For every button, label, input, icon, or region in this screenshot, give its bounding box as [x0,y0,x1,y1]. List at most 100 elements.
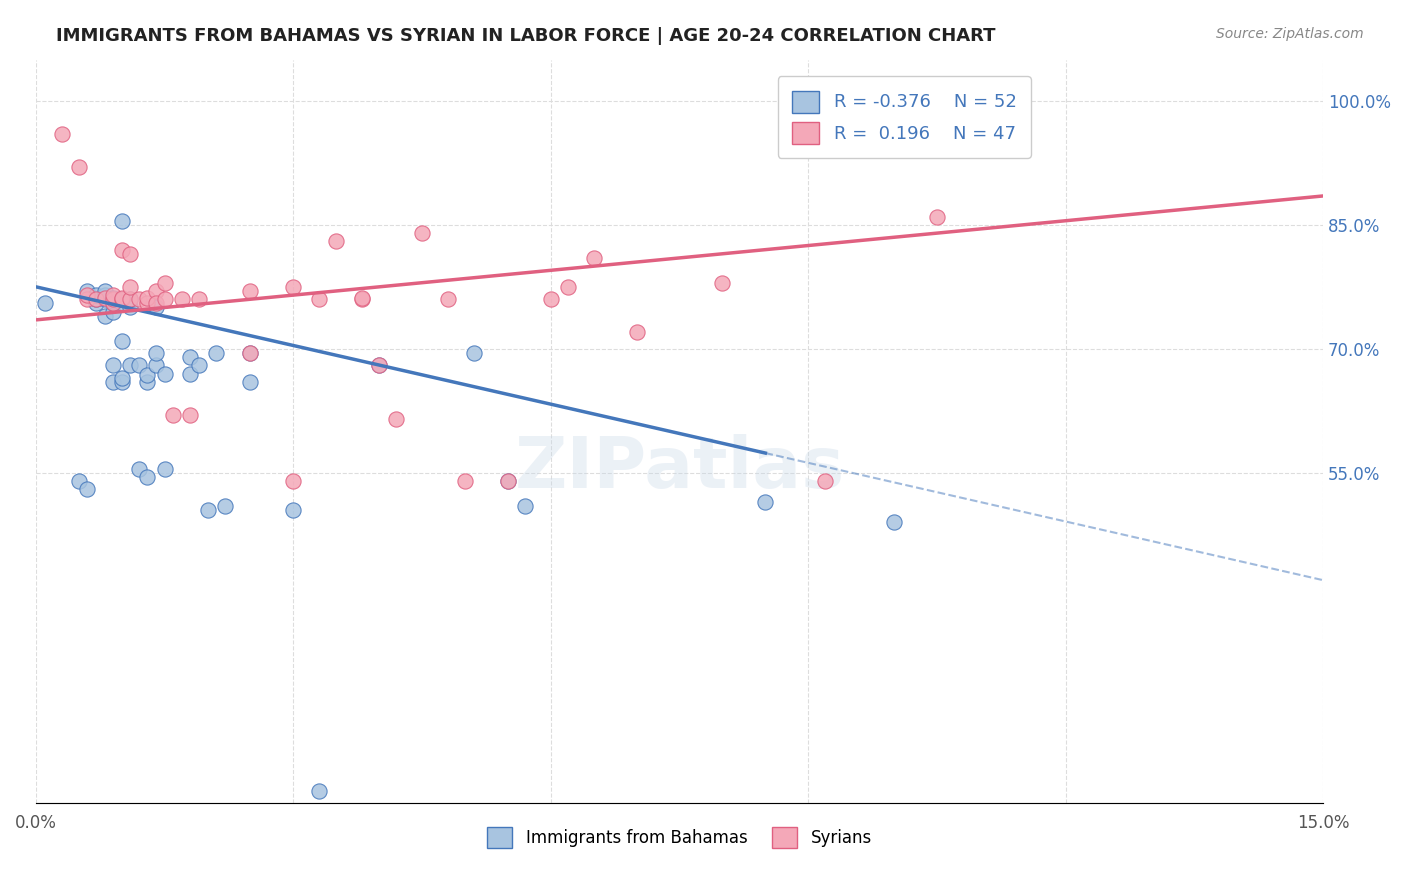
Point [463,346,485,360]
Point [711,276,734,290]
Point [179,350,201,364]
Point [153,276,176,290]
Point [128,359,150,373]
Point [34,296,56,310]
Point [239,346,262,360]
Point [557,280,579,294]
Point [145,346,167,360]
Point [101,288,124,302]
Point [239,346,262,360]
Point [101,296,124,310]
Point [76,483,98,497]
Point [205,346,228,360]
Point [437,292,460,306]
Point [325,235,347,249]
Point [111,213,134,227]
Point [136,296,159,310]
Point [111,296,134,310]
Point [496,474,519,488]
Point [111,292,134,306]
Text: Source: ZipAtlas.com: Source: ZipAtlas.com [1216,27,1364,41]
Point [84,296,107,310]
Point [67,474,90,488]
Point [84,292,107,306]
Point [76,292,98,306]
Point [814,474,837,488]
Point [76,288,98,302]
Point [93,284,115,298]
Point [111,292,134,306]
Point [120,292,142,306]
Point [582,251,605,265]
Point [626,326,648,340]
Text: IMMIGRANTS FROM BAHAMAS VS SYRIAN IN LABOR FORCE | AGE 20-24 CORRELATION CHART: IMMIGRANTS FROM BAHAMAS VS SYRIAN IN LAB… [56,27,995,45]
Point [93,288,115,302]
Point [120,301,142,315]
Point [170,292,193,306]
Point [101,375,124,389]
Point [368,359,391,373]
Point [540,292,562,306]
Point [101,296,124,310]
Point [496,474,519,488]
Point [120,280,142,294]
Point [67,160,90,174]
Point [145,296,167,310]
Point [136,291,159,305]
Point [239,284,262,298]
Point [883,516,905,530]
Point [214,499,236,513]
Point [128,292,150,306]
Point [51,127,73,141]
Point [120,247,142,261]
Point [368,359,391,373]
Point [93,292,115,306]
Point [111,334,134,348]
Point [179,408,201,422]
Point [283,474,305,488]
Point [84,292,107,306]
Point [308,292,330,306]
Point [111,375,134,389]
Point [385,412,408,426]
Point [411,226,433,240]
Point [153,367,176,381]
Point [136,470,159,484]
Point [128,461,150,475]
Text: ZIPatlas: ZIPatlas [515,434,845,503]
Point [136,375,159,389]
Point [283,503,305,517]
Legend: R = -0.376    N = 52, R =  0.196    N = 47: R = -0.376 N = 52, R = 0.196 N = 47 [778,76,1031,158]
Point [188,359,211,373]
Point [179,367,201,381]
Point [454,474,477,488]
Point [350,291,373,305]
Point [93,291,115,305]
Point [162,408,184,422]
Point [101,292,124,306]
Point [93,309,115,323]
Point [84,288,107,302]
Point [120,359,142,373]
Point [754,494,776,508]
Point [76,284,98,298]
Point [239,375,262,389]
Point [101,359,124,373]
Point [145,301,167,315]
Point [925,210,948,224]
Point [111,370,134,384]
Point [188,292,211,306]
Point [153,292,176,306]
Point [101,304,124,318]
Point [111,243,134,257]
Point [111,291,134,305]
Point [120,292,142,306]
Point [350,292,373,306]
Point [101,293,124,308]
Point [101,291,124,305]
Point [145,284,167,298]
Point [283,280,305,294]
Point [136,368,159,383]
Point [197,503,219,517]
Point [308,784,330,798]
